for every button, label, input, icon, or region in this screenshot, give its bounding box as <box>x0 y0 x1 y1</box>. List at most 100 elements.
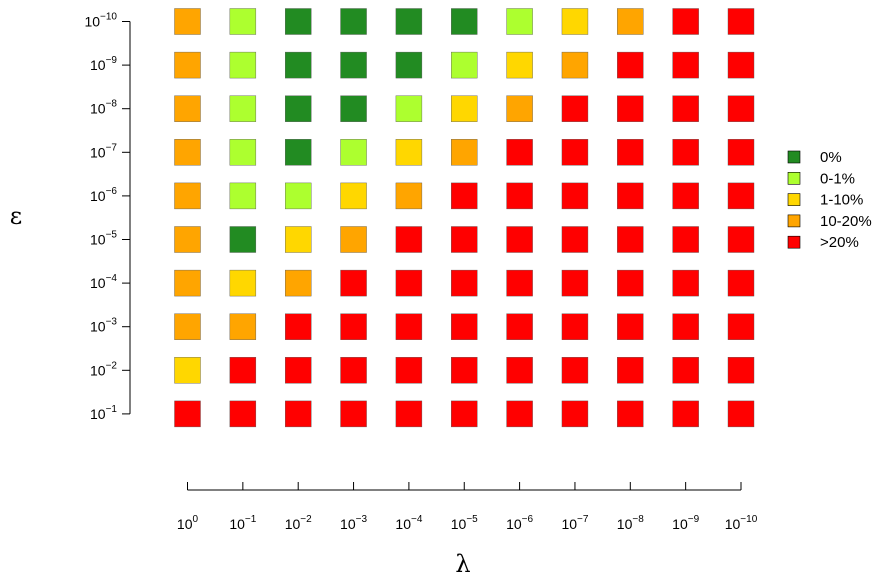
heatmap-cell <box>561 51 589 79</box>
heatmap-cell <box>672 226 699 253</box>
heatmap-cell <box>617 95 644 122</box>
heatmap-cell <box>727 182 755 210</box>
x-tick-label: 10−4 <box>395 514 422 532</box>
heatmap-cell <box>174 182 201 210</box>
heatmap-cell <box>340 226 367 253</box>
heatmap-cell <box>451 139 478 166</box>
heatmap-cell <box>174 400 201 428</box>
heatmap-cell <box>617 182 644 210</box>
y-tick-label: 10−4 <box>90 273 117 291</box>
heatmap-cell <box>727 357 755 384</box>
y-tick-label: 10−5 <box>90 230 117 248</box>
heatmap-cell <box>395 357 423 384</box>
heatmap-cell <box>617 8 644 35</box>
legend-swatch <box>787 193 801 206</box>
y-axis-title: ε <box>10 202 22 230</box>
x-tick-label: 10−3 <box>340 514 367 532</box>
legend-swatch <box>787 214 801 228</box>
heatmap-cell <box>617 400 644 428</box>
heatmap-cell <box>506 8 533 35</box>
x-tick-label: 100 <box>177 514 199 532</box>
heatmap-cell <box>617 313 644 340</box>
heatmap-cell <box>727 139 755 166</box>
legend-label: 1-10% <box>820 192 863 209</box>
legend-label: 0% <box>820 149 842 166</box>
heatmap-cell <box>395 51 423 79</box>
heatmap-cell <box>395 182 423 210</box>
heatmap-cell <box>395 313 423 340</box>
heatmap-cell <box>506 226 533 253</box>
heatmap-cell <box>672 313 699 340</box>
y-axis: 10−10 10−9 10−8 10−7 10−6 10−5 10−4 10−3 10−2 10−… <box>84 12 131 422</box>
heatmap-cell <box>561 226 589 253</box>
heatmap-cell <box>451 400 478 428</box>
x-axis: 100 10−1 10−2 10−3 10−4 10−5 10−6 10−7 10−8 10−9 1… <box>177 482 758 532</box>
heatmap-cell <box>451 226 478 253</box>
y-tick-label: 10−7 <box>90 142 117 160</box>
heatmap-cell <box>340 139 367 166</box>
heatmap-cell <box>395 95 423 122</box>
heatmap-cell <box>340 95 367 122</box>
heatmap-cell <box>285 8 312 35</box>
heatmap-cell <box>506 269 533 297</box>
heatmap-cell <box>285 226 312 253</box>
x-tick-label: 10−2 <box>285 514 312 532</box>
heatmap-cell <box>174 357 201 384</box>
heatmap-cell <box>174 269 201 297</box>
heatmap-cell <box>174 8 201 35</box>
heatmap-cell <box>506 357 533 384</box>
legend-label: 10-20% <box>820 213 872 230</box>
legend-swatch <box>787 150 801 164</box>
heatmap-cell <box>451 95 478 122</box>
heatmap-cell <box>672 269 699 297</box>
heatmap-cell <box>672 95 699 122</box>
heatmap-cell <box>229 8 257 35</box>
heatmap-cell <box>727 8 755 35</box>
heatmap-cell <box>451 182 478 210</box>
heatmap-cell <box>340 8 367 35</box>
heatmap-cell <box>340 400 367 428</box>
heatmap-cell <box>561 400 589 428</box>
heatmap-cell <box>506 313 533 340</box>
heatmap-cell <box>672 51 699 79</box>
heatmap-cell <box>285 182 312 210</box>
heatmap-cell <box>395 8 423 35</box>
legend-swatch <box>787 172 801 185</box>
heatmap-cell <box>285 139 312 166</box>
heatmap-cell <box>229 139 257 166</box>
heatmap-cell <box>506 400 533 428</box>
heatmap-cell <box>672 357 699 384</box>
legend: 0% 0-1% 1-10% 10-20% >20% <box>787 149 872 251</box>
heatmap-cell <box>617 357 644 384</box>
heatmap-cell <box>174 313 201 340</box>
heatmap-cell <box>174 226 201 253</box>
heatmap-cell <box>617 269 644 297</box>
heatmap-cell <box>395 400 423 428</box>
heatmap-cell <box>727 51 755 79</box>
heatmap-cell <box>174 139 201 166</box>
heatmap-cell <box>617 226 644 253</box>
heatmap-cell <box>229 51 257 79</box>
y-tick-label: 10−2 <box>90 360 117 378</box>
heatmap-cell <box>561 8 589 35</box>
heatmap-cell <box>727 313 755 340</box>
heatmap-cell <box>285 95 312 122</box>
x-tick-label: 10−9 <box>672 514 699 532</box>
y-tick-label: 10−10 <box>84 12 117 30</box>
heatmap-cell <box>285 51 312 79</box>
heatmap-cell <box>395 139 423 166</box>
heatmap-cell <box>174 95 201 122</box>
heatmap-cell <box>561 269 589 297</box>
heatmap-cell <box>395 226 423 253</box>
heatmap-cell <box>506 95 533 122</box>
heatmap-cell <box>451 269 478 297</box>
legend-label: >20% <box>820 234 859 251</box>
heatmap-cell <box>229 226 257 253</box>
heatmap-cell <box>672 182 699 210</box>
heatmap-cell <box>285 313 312 340</box>
heatmap-cell <box>451 357 478 384</box>
heatmap-cell <box>727 269 755 297</box>
heatmap-cell <box>561 357 589 384</box>
heatmap-cell <box>174 51 201 79</box>
